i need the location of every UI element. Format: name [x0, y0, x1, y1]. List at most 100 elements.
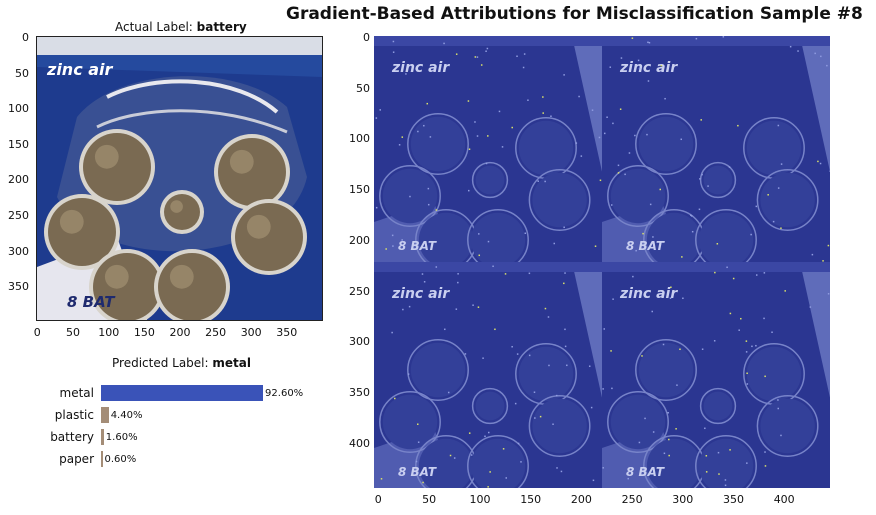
attr-speckle: [745, 340, 748, 342]
attr-speckle: [548, 364, 550, 367]
attr-speckle: [485, 162, 488, 165]
attr-coin: [760, 398, 815, 454]
attr-speckle: [394, 397, 396, 400]
bar-category-label: paper: [59, 452, 94, 466]
coin-highlight: [169, 264, 194, 289]
y-tick-label: 200: [8, 173, 29, 187]
y-tick-label: 400: [349, 436, 370, 450]
attr-speckle: [651, 310, 653, 313]
attr-speckle: [550, 115, 552, 117]
coin-highlight: [170, 200, 183, 213]
attr-coin-edge: [379, 391, 441, 453]
attr-speckle: [575, 142, 578, 144]
attr-speckle: [501, 146, 504, 148]
attr-speckle: [617, 172, 620, 174]
attr-speckle: [701, 173, 703, 176]
attr-coin: [638, 342, 694, 398]
attr-speckle: [453, 457, 456, 459]
attr-speckle: [401, 239, 403, 241]
attr-speckle: [489, 471, 491, 473]
attr-speckle: [740, 317, 742, 320]
attr-speckle: [464, 353, 467, 355]
attr-speckle: [482, 357, 484, 359]
attr-count-text: 8 BAT: [398, 465, 437, 479]
attr-speckle: [417, 130, 419, 133]
attr-speckle: [385, 248, 387, 250]
attr-speckle: [780, 434, 782, 437]
attr-count-text: 8 BAT: [626, 465, 665, 479]
attr-coin: [698, 438, 754, 488]
attr-coin: [760, 172, 815, 228]
attr-speckle: [714, 271, 716, 274]
attr-brand-text: zinc air: [619, 286, 678, 302]
attr-speckle: [631, 37, 634, 39]
attr-coin: [470, 438, 526, 488]
attr-coin: [703, 165, 733, 195]
attr-speckle: [717, 451, 720, 454]
attr-brand-text: zinc air: [619, 60, 678, 76]
bar-category-label: battery: [50, 430, 94, 444]
attr-speckle: [780, 227, 782, 229]
attr-speckle: [542, 96, 544, 98]
attr-speckle: [591, 109, 594, 111]
attr-speckle: [603, 328, 605, 330]
actual-label-prefix: Actual Label:: [115, 20, 197, 34]
x-tick-label: 0: [33, 326, 41, 339]
y-tick-label: 200: [349, 233, 370, 247]
x-tick-label: 250: [205, 326, 227, 339]
attr-speckle: [514, 402, 517, 405]
x-tick-label: 100: [98, 326, 120, 339]
attr-speckle: [700, 119, 702, 121]
attribution-map: zinc air 8 BAT: [602, 36, 830, 271]
attr-speckle: [646, 133, 648, 136]
x-tick-label: 50: [66, 326, 80, 339]
attr-coin: [475, 165, 505, 195]
coin-cell: [164, 194, 200, 230]
attr-speckle: [771, 331, 773, 333]
attr-speckle: [763, 317, 765, 320]
attr-count-text: 8 BAT: [626, 239, 665, 253]
attr-speckle: [659, 188, 661, 191]
probability-bar: [101, 451, 103, 467]
attr-speckle: [444, 328, 446, 331]
attr-speckle: [511, 345, 513, 348]
probability-bar: [101, 385, 264, 401]
attr-coin: [746, 346, 802, 402]
attr-coin: [610, 394, 666, 450]
attr-speckle: [726, 266, 728, 269]
attr-speckle: [732, 277, 735, 280]
attr-speckle: [447, 391, 450, 394]
x-tick-label: 150: [133, 326, 155, 339]
attr-speckle: [705, 471, 708, 473]
attr-speckle: [478, 254, 481, 257]
attr-speckle: [764, 451, 766, 453]
attr-speckle: [544, 180, 546, 183]
attr-speckle: [705, 455, 708, 457]
attr-speckle: [457, 281, 459, 284]
attr-speckle: [652, 236, 654, 238]
attr-speckle: [738, 329, 740, 331]
attr-speckle: [467, 100, 470, 102]
attr-speckle: [480, 64, 483, 66]
attr-speckle: [682, 297, 684, 300]
attr-speckle: [392, 51, 395, 53]
attr-speckle: [724, 484, 727, 487]
attr-speckle: [737, 124, 739, 127]
attr-speckle: [764, 465, 767, 467]
attr-speckle: [772, 220, 775, 223]
count-text: 8 BAT: [67, 293, 116, 311]
attr-speckle: [612, 122, 614, 125]
attr-speckle: [485, 50, 487, 52]
attr-coin-edge: [379, 165, 441, 227]
attribution-map: zinc air 8 BAT: [602, 262, 830, 488]
attr-speckle: [755, 205, 758, 208]
figure-title: Gradient-Based Attributions for Misclass…: [286, 4, 863, 24]
attr-coin-edge: [528, 395, 591, 457]
attr-speckle: [470, 454, 473, 456]
attr-coin-edge: [756, 169, 819, 231]
attr-speckle: [517, 442, 520, 445]
attr-speckle: [755, 344, 757, 347]
attr-speckle: [610, 350, 612, 352]
attr-speckle: [809, 306, 812, 308]
attr-speckle: [474, 56, 477, 58]
